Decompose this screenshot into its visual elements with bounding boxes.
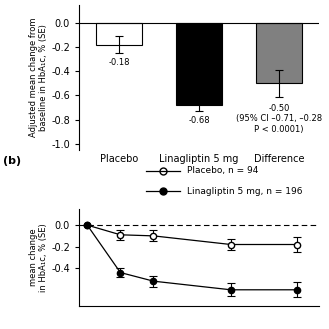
Bar [176,23,222,105]
Text: Linagliptin 5 mg, n = 196: Linagliptin 5 mg, n = 196 [187,187,303,195]
Text: -0.18: -0.18 [108,58,130,67]
Y-axis label: mean change
in HbA₁c, % (SE): mean change in HbA₁c, % (SE) [29,223,48,292]
Bar [256,23,302,83]
Bar [96,23,142,45]
Text: (b): (b) [3,156,21,166]
Text: Placebo, n = 94: Placebo, n = 94 [187,166,258,175]
Text: -0.68: -0.68 [188,116,210,125]
Y-axis label: Adjusted mean change from
baseline in HbA₁c, % (SE): Adjusted mean change from baseline in Hb… [29,17,48,137]
Text: -0.50
(95% CI –0.71, –0.28
P < 0.0001): -0.50 (95% CI –0.71, –0.28 P < 0.0001) [236,104,322,134]
